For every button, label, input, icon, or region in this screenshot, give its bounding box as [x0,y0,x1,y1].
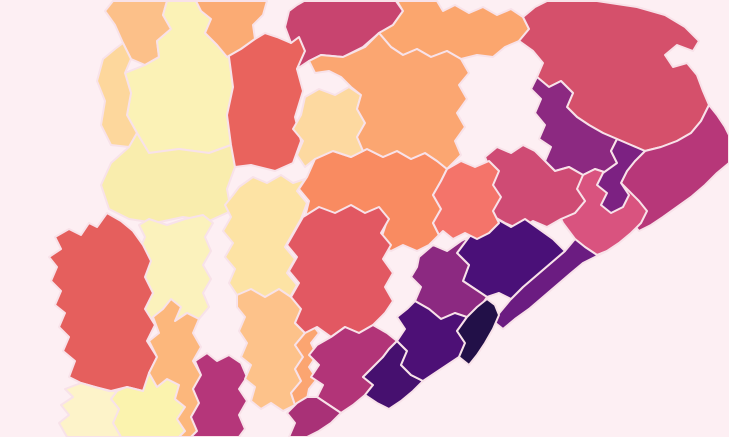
region-bergueda[interactable] [308,32,470,170]
region-moianes[interactable] [432,160,502,240]
region-pla-urgell[interactable] [190,352,248,437]
region-segria[interactable] [48,212,158,392]
region-solsones[interactable] [292,86,366,168]
region-baix-llobregat[interactable] [396,300,468,382]
region-segria-sud[interactable] [58,382,122,437]
region-layer [48,0,729,437]
region-anoia[interactable] [286,204,394,338]
region-alta-ribagorca[interactable] [96,42,138,148]
region-urgell[interactable] [148,298,202,437]
region-alt-urgell[interactable] [226,32,306,172]
region-girones[interactable] [596,138,646,214]
region-barcelones[interactable] [456,298,500,366]
region-baix-penedes[interactable] [286,396,342,437]
